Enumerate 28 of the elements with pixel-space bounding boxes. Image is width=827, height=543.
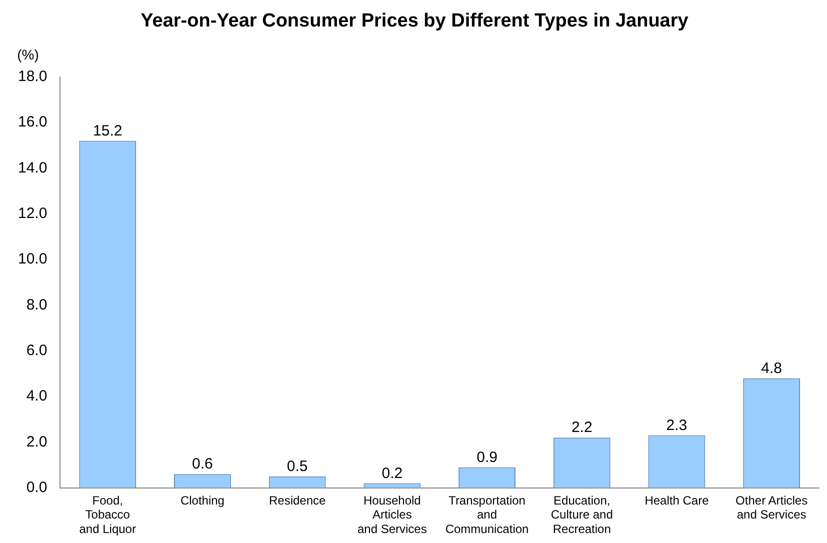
y-axis-title: (%) bbox=[17, 46, 39, 63]
y-tick-label: 6.0 bbox=[26, 342, 48, 359]
x-tick-label: Clothing bbox=[180, 493, 224, 508]
y-tick-label: 0.0 bbox=[26, 478, 48, 496]
data-label: 4.8 bbox=[761, 360, 782, 377]
y-tick-label: 2.0 bbox=[26, 433, 48, 450]
data-label: 0.5 bbox=[286, 458, 308, 476]
y-tick-label: 14.0 bbox=[18, 159, 48, 176]
data-label: 0.6 bbox=[192, 456, 213, 473]
y-tick-label: 8.0 bbox=[26, 296, 48, 314]
y-tick-label: 16.0 bbox=[18, 114, 48, 131]
x-tick-label: Health Care bbox=[644, 493, 710, 508]
x-tick-label: Other Articles and Services bbox=[736, 493, 808, 522]
data-label: 0.2 bbox=[382, 464, 403, 482]
x-tick-label: Residence bbox=[268, 493, 326, 508]
y-tick-label: 12.0 bbox=[18, 204, 48, 222]
x-tick-label: Transportation and Communication bbox=[445, 493, 529, 536]
data-label: 2.2 bbox=[571, 419, 592, 436]
data-label: 15.2 bbox=[93, 122, 122, 140]
chart-title: Year-on-Year Consumer Prices by Different Types in January bbox=[140, 10, 689, 32]
x-tick-label: Education, Culture and Recreation bbox=[550, 493, 613, 536]
y-tick-label: 10.0 bbox=[18, 250, 48, 268]
data-label: 0.9 bbox=[476, 448, 498, 466]
data-label: 2.3 bbox=[666, 416, 688, 434]
y-tick-label: 18.0 bbox=[18, 68, 48, 85]
y-tick-label: 4.0 bbox=[26, 388, 48, 405]
x-tick-label: Food, Tobacco and Liquor bbox=[79, 493, 136, 536]
x-tick-label: Household Articles and Services bbox=[357, 493, 427, 536]
